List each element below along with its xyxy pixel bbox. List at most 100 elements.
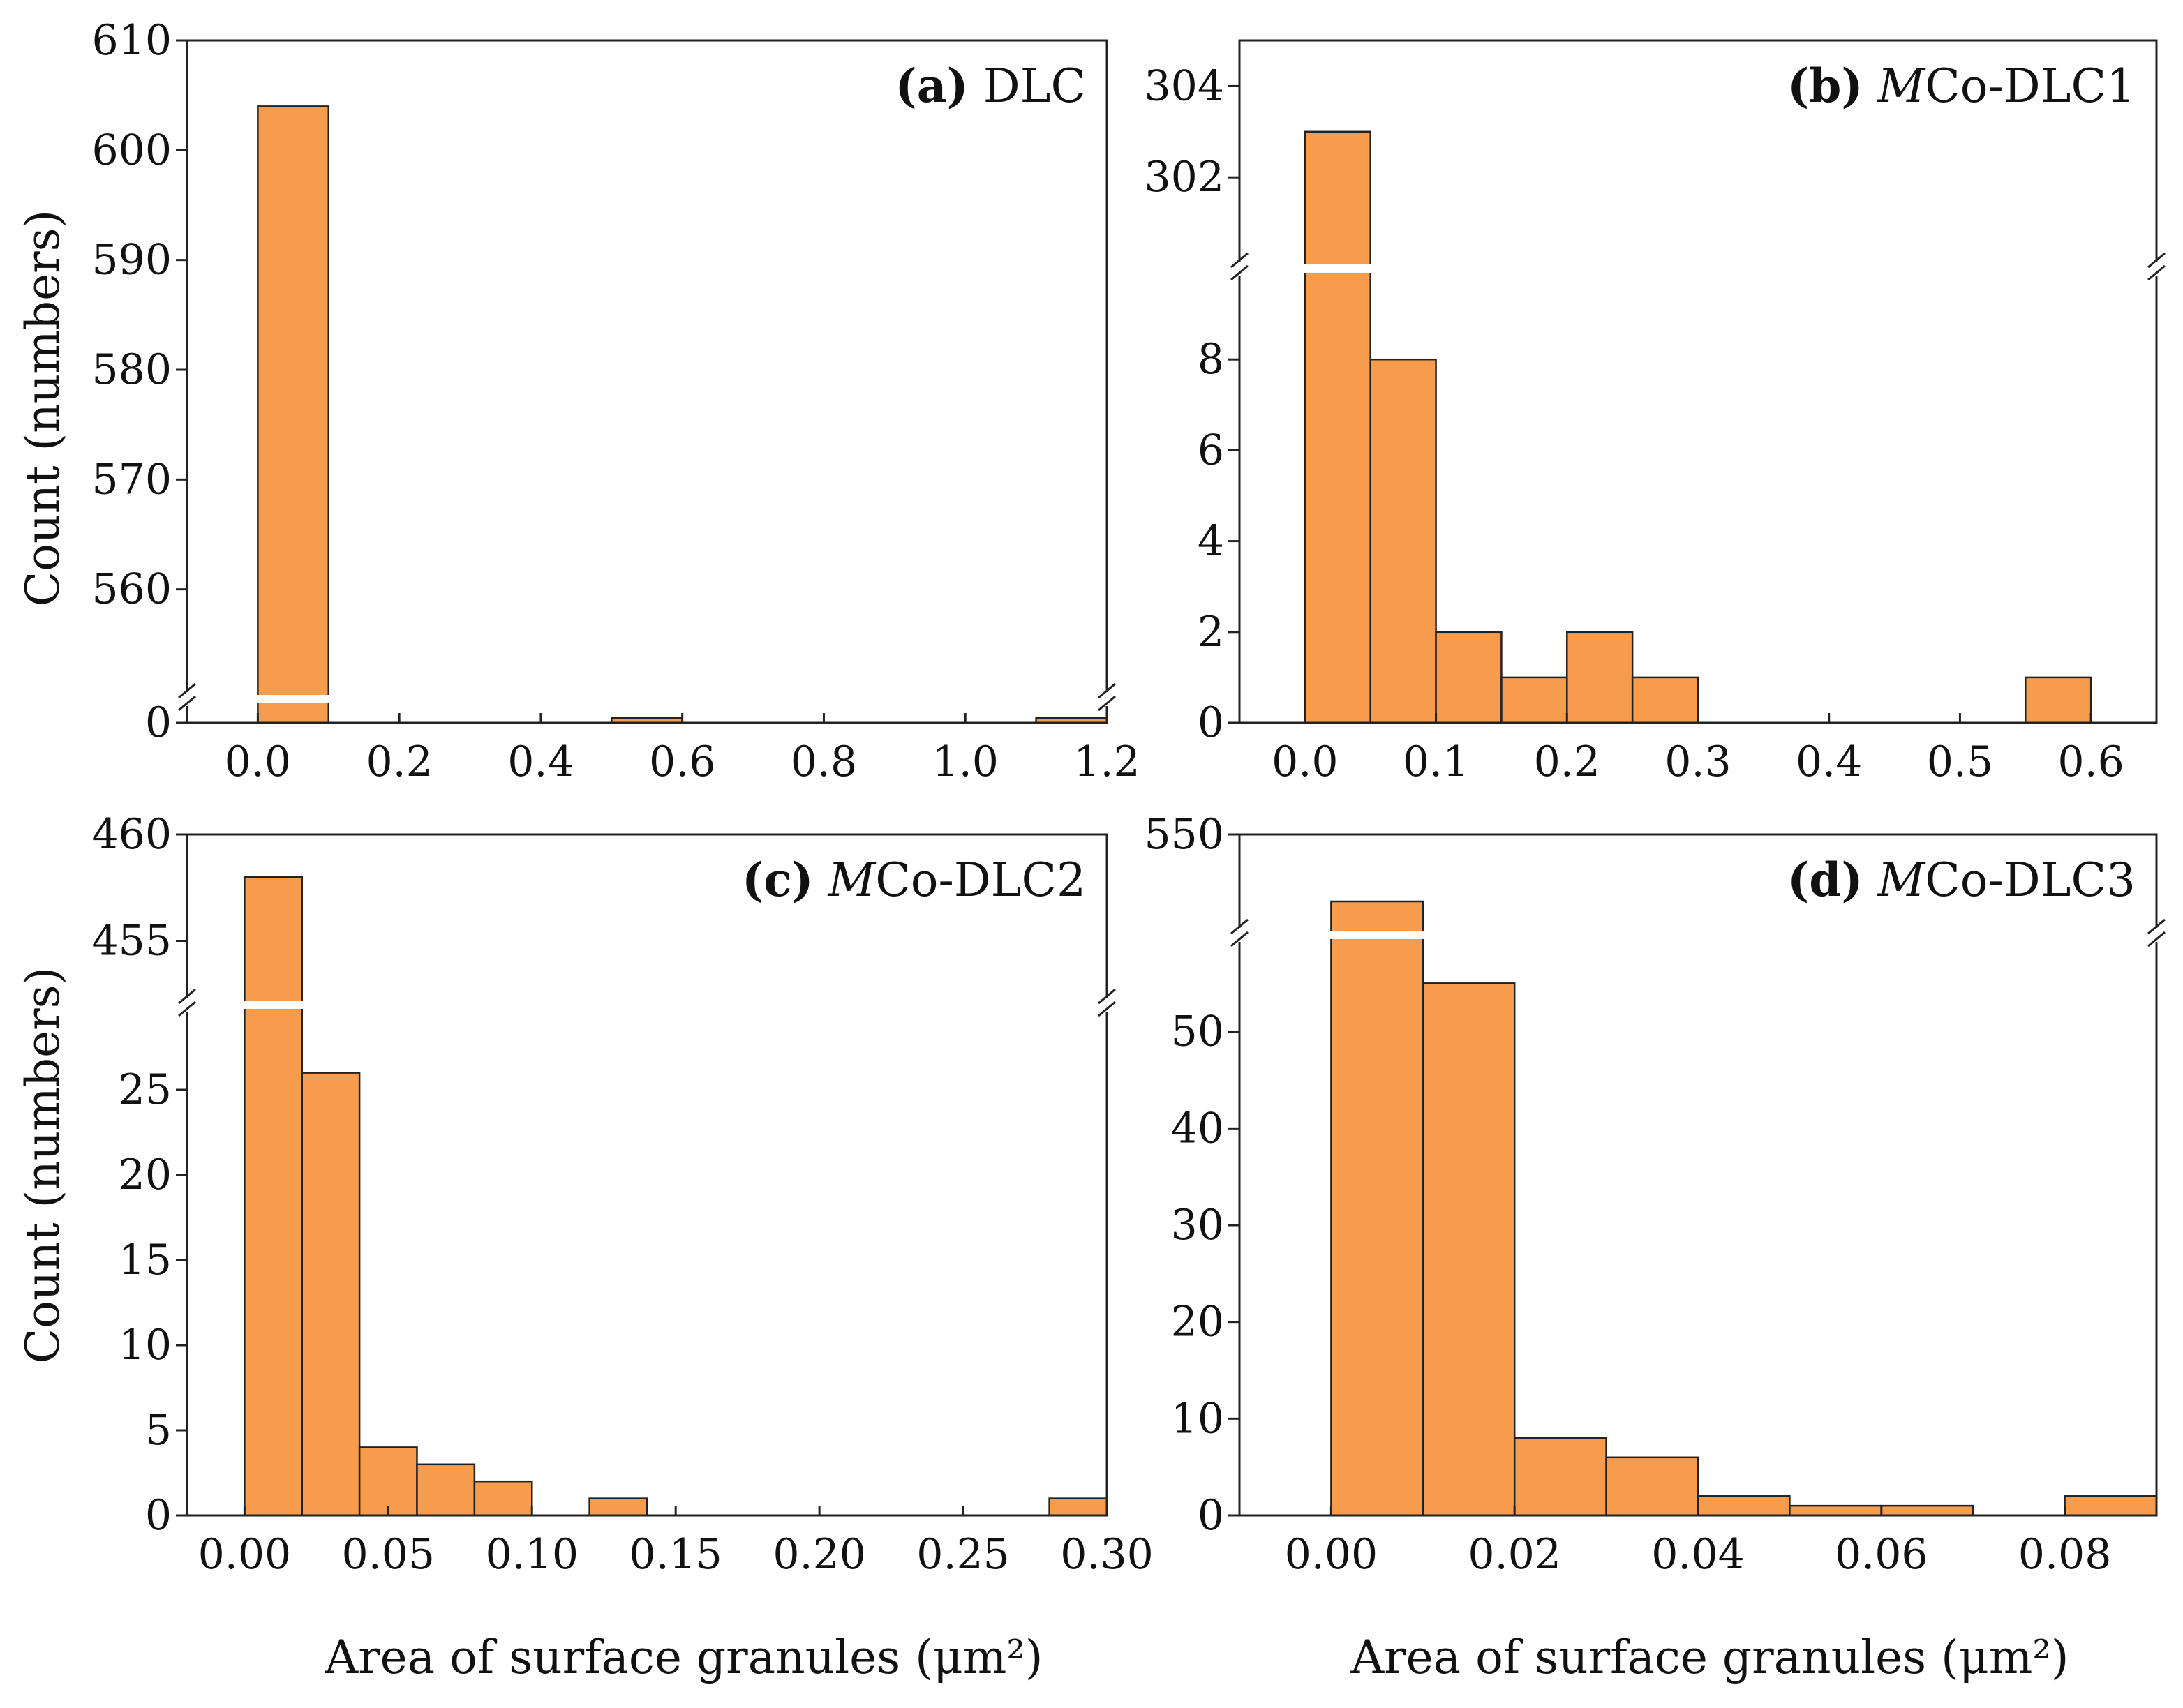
panel-label-part-d-3: Co-DLC3 [1925, 853, 2136, 907]
y-tick-label-low-b-2: 4 [1198, 517, 1224, 566]
x-tick-label-a-6: 1.2 [1073, 737, 1140, 786]
panel-c: 0.00 0.05 0.10 0.15 0.20 0.25 0.30 0 5 10 15 20 25 45… [91, 810, 1153, 1579]
panel-label-part-b-0: (b) [1787, 59, 1863, 113]
y-axis-title-bottom: Count (numbers) [16, 967, 70, 1364]
plot-frame-a [186, 39, 1108, 724]
y-tick-label-up-a-2: 580 [91, 345, 172, 394]
panel-label-part-b-1 [1863, 59, 1878, 113]
bar-c-0 [244, 876, 303, 1517]
y-tick-label-low-d-1: 10 [1171, 1394, 1224, 1443]
bar-d-0 [1330, 900, 1424, 1517]
x-axis-title-left: Area of surface granules (μm²) [324, 1631, 1043, 1684]
axis-break-mark-b-1 [2147, 252, 2166, 281]
y-axis-title-top: Count (numbers) [16, 210, 70, 607]
x-tick-label-d-4: 0.08 [2018, 1530, 2112, 1579]
bar-d-1 [1422, 982, 1516, 1517]
panel-label-part-d-1 [1863, 853, 1878, 907]
axis-break-mark-a-1 [1098, 682, 1116, 712]
y-tick-label-up-c-0: 455 [91, 917, 172, 966]
bar-c-3 [416, 1463, 476, 1517]
x-tick-label-a-1: 0.2 [366, 737, 432, 786]
y-tick-label-low-c-0: 0 [145, 1491, 172, 1540]
x-tick-label-c-1: 0.05 [342, 1530, 435, 1579]
x-tick-label-c-3: 0.15 [629, 1530, 722, 1579]
x-tick-label-a-5: 1.0 [932, 737, 999, 786]
y-tick-label-up-a-3: 590 [91, 236, 172, 285]
x-tick-label-b-5: 0.5 [1927, 737, 1993, 786]
panel-label-part-a-0: (a) [895, 59, 969, 113]
bar-c-6 [588, 1497, 648, 1517]
axis-break-mark-b-0 [1230, 252, 1249, 281]
y-tick-label-low-b-1: 2 [1198, 608, 1224, 657]
x-tick-label-b-1: 0.1 [1403, 737, 1469, 786]
panel-label-part-c-2: M [828, 853, 877, 907]
panel-label-c: (c) MCo-DLC2 [742, 853, 1086, 907]
axis-break-mark-c-0 [178, 988, 196, 1017]
y-tick-label-low-c-1: 5 [145, 1406, 172, 1455]
axis-break-mark-d-1 [2147, 918, 2166, 947]
y-tick-label-up-a-1: 570 [91, 455, 172, 504]
x-tick-label-c-0: 0.00 [198, 1530, 292, 1579]
y-tick-label-low-c-2: 10 [119, 1321, 172, 1370]
panel-label-part-a-3: DLC [969, 59, 1086, 113]
y-tick-label-low-c-3: 15 [119, 1236, 172, 1284]
y-tick-label-up-a-5: 610 [91, 16, 172, 65]
y-tick-label-low-d-0: 0 [1198, 1491, 1224, 1540]
panel-label-b: (b) MCo-DLC1 [1787, 59, 2136, 113]
x-tick-label-c-6: 0.30 [1060, 1530, 1154, 1579]
axis-break-mark-c-1 [1098, 988, 1116, 1017]
bar-a-0 [257, 105, 330, 724]
y-tick-label-up-b-0: 302 [1144, 153, 1224, 202]
x-tick-label-a-4: 0.8 [791, 737, 857, 786]
bar-b-0 [1304, 130, 1371, 724]
y-tick-label-up-c-1: 460 [91, 810, 172, 859]
panel-label-d: (d) MCo-DLC3 [1787, 853, 2136, 907]
y-tick-label-up-b-1: 304 [1144, 61, 1224, 110]
x-tick-label-b-0: 0.0 [1272, 737, 1338, 786]
panel-label-part-c-1 [814, 853, 828, 907]
x-tick-label-d-2: 0.04 [1651, 1530, 1745, 1579]
bar-b-2 [1435, 631, 1503, 724]
bar-d-8 [2064, 1495, 2158, 1517]
x-tick-label-b-3: 0.3 [1664, 737, 1731, 786]
bar-b-3 [1500, 676, 1568, 724]
panel-b: 0.0 0.1 0.2 0.3 0.4 0.5 0.6 0 2 4 6 8 302 304 (b) MCo-… [1144, 39, 2166, 786]
panel-label-part-b-2: M [1877, 59, 1926, 113]
y-tick-label-low-d-4: 40 [1171, 1104, 1224, 1153]
bar-b-4 [1566, 631, 1634, 724]
x-tick-label-d-3: 0.06 [1835, 1530, 1928, 1579]
y-tick-label-up-a-4: 600 [91, 126, 172, 174]
panel-label-a: (a) DLC [895, 59, 1086, 113]
x-tick-label-b-4: 0.4 [1796, 737, 1862, 786]
x-axis-title-right: Area of surface granules (μm²) [1350, 1631, 2069, 1684]
x-tick-label-b-6: 0.6 [2057, 737, 2124, 786]
axis-break-mark-a-0 [178, 682, 196, 712]
y-tick-label-low-b-4: 8 [1198, 335, 1224, 384]
bar-c-4 [473, 1480, 533, 1517]
y-tick-label-low-d-5: 50 [1171, 1007, 1224, 1056]
x-tick-label-a-0: 0.0 [225, 737, 291, 786]
y-tick-label-low-b-3: 6 [1198, 426, 1224, 474]
y-tick-label-up-d-0: 550 [1144, 810, 1224, 859]
y-tick-label-low-c-5: 25 [119, 1065, 172, 1114]
y-tick-label-low-c-4: 20 [119, 1151, 172, 1199]
x-tick-label-c-4: 0.20 [773, 1530, 866, 1579]
bar-d-3 [1605, 1456, 1699, 1517]
bar-b-11 [2025, 676, 2092, 724]
x-tick-label-c-5: 0.25 [916, 1530, 1010, 1579]
x-tick-label-b-2: 0.2 [1534, 737, 1600, 786]
x-tick-label-a-3: 0.6 [649, 737, 715, 786]
axis-break-mark-d-0 [1230, 918, 1249, 947]
bar-d-4 [1697, 1495, 1791, 1517]
panel-label-part-d-0: (d) [1787, 853, 1863, 907]
panel-a: 0.0 0.2 0.4 0.6 0.8 1.0 1.2 0 560 570 580 590 600 610… [91, 16, 1140, 786]
y-tick-label-low-b-0: 0 [1198, 698, 1224, 747]
bar-b-1 [1369, 358, 1437, 724]
panel-label-part-c-3: Co-DLC2 [875, 853, 1086, 907]
bar-d-5 [1789, 1504, 1883, 1517]
panel-label-part-c-0: (c) [742, 853, 814, 907]
bar-c-1 [301, 1072, 361, 1517]
y-tick-label-low-d-3: 30 [1171, 1201, 1224, 1250]
bar-d-6 [1880, 1504, 1974, 1517]
